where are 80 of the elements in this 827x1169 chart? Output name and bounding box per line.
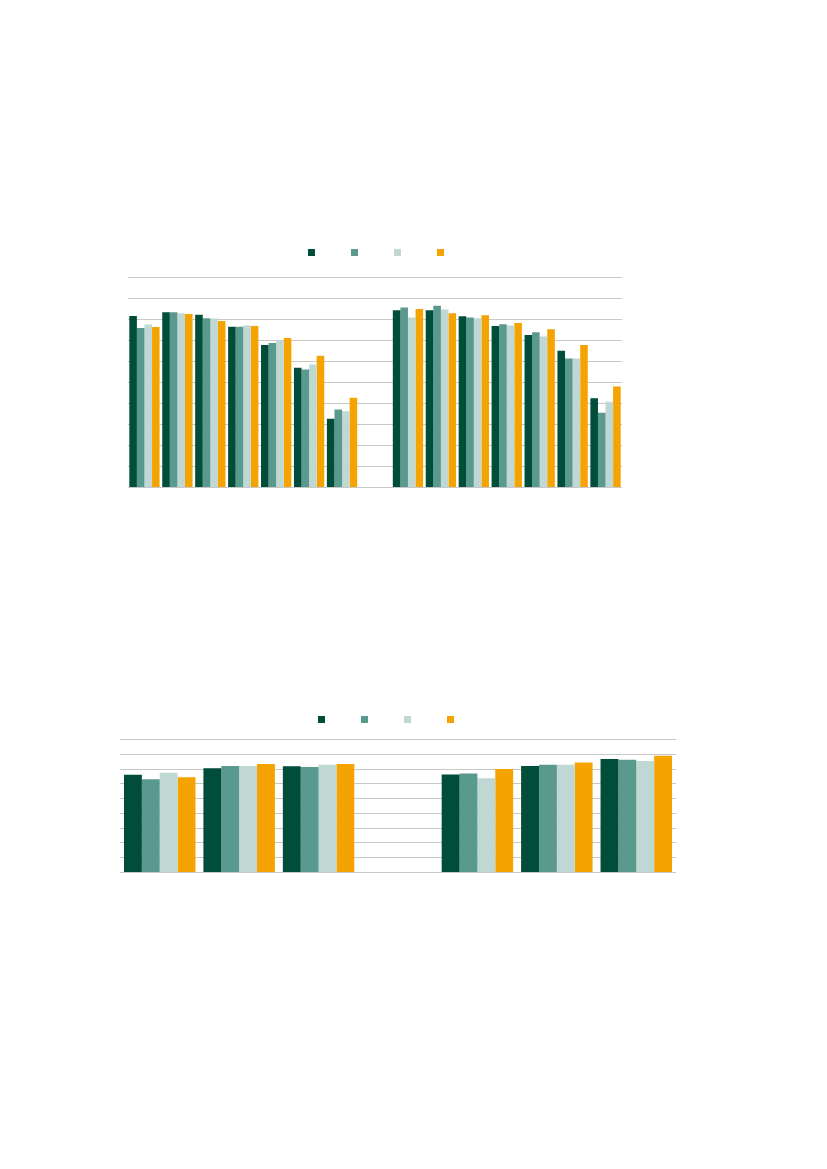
bar <box>309 364 317 487</box>
bar <box>407 317 416 487</box>
bar <box>268 342 277 487</box>
bar <box>538 764 557 872</box>
bar <box>243 325 251 487</box>
bar <box>495 768 514 872</box>
bar <box>415 309 424 487</box>
bar <box>506 325 515 487</box>
bar <box>477 778 496 872</box>
bar <box>276 339 284 487</box>
bar <box>524 335 533 487</box>
bar <box>177 777 196 872</box>
bar <box>473 318 482 487</box>
bar <box>177 313 185 487</box>
bar <box>169 312 178 487</box>
bar <box>326 418 335 487</box>
bar <box>342 411 350 487</box>
bar <box>316 355 325 487</box>
bar <box>491 325 500 487</box>
bar <box>400 307 408 487</box>
bar <box>123 774 142 872</box>
bar <box>532 332 540 487</box>
bar <box>334 409 343 487</box>
bar <box>283 338 292 487</box>
bar <box>539 336 548 487</box>
bar <box>349 397 358 487</box>
bar <box>565 358 573 487</box>
bar <box>282 766 301 872</box>
bar <box>301 369 310 487</box>
bar <box>300 767 319 872</box>
bar <box>580 345 588 487</box>
bar <box>654 755 673 872</box>
bar <box>239 765 258 872</box>
bar <box>221 765 240 872</box>
bar <box>217 320 226 487</box>
bar <box>336 764 355 872</box>
bar <box>141 779 160 872</box>
bar <box>228 326 236 487</box>
bar <box>250 325 259 487</box>
bar <box>459 773 478 872</box>
bar <box>590 398 598 487</box>
bar <box>514 322 522 487</box>
bar <box>159 772 178 872</box>
bar <box>556 764 575 872</box>
bar <box>129 315 137 487</box>
bar <box>261 345 269 487</box>
bar <box>499 324 507 487</box>
bar <box>162 312 170 487</box>
bar <box>441 774 460 872</box>
bar <box>636 760 655 872</box>
bar <box>392 310 401 487</box>
bar <box>448 313 457 487</box>
bar <box>202 318 211 487</box>
bar <box>605 401 614 487</box>
bar <box>203 768 222 872</box>
bar <box>618 759 637 872</box>
bar <box>184 313 193 487</box>
bar <box>572 358 581 487</box>
bar <box>600 759 619 872</box>
bar <box>318 764 337 872</box>
bar <box>547 329 555 487</box>
bar <box>293 367 302 487</box>
bar <box>481 315 489 487</box>
bar <box>136 328 145 487</box>
bar <box>521 765 539 872</box>
bar <box>425 310 434 487</box>
bar <box>210 318 218 487</box>
bar <box>257 764 275 872</box>
bar <box>466 317 474 487</box>
bar <box>144 324 153 487</box>
bar <box>574 762 593 872</box>
bar <box>557 350 566 487</box>
bar <box>458 316 467 487</box>
bar <box>440 309 449 487</box>
bar <box>613 386 621 487</box>
bar <box>235 326 244 487</box>
bar <box>195 314 203 487</box>
bar <box>597 412 606 487</box>
bar <box>433 305 441 487</box>
bar <box>152 327 160 487</box>
